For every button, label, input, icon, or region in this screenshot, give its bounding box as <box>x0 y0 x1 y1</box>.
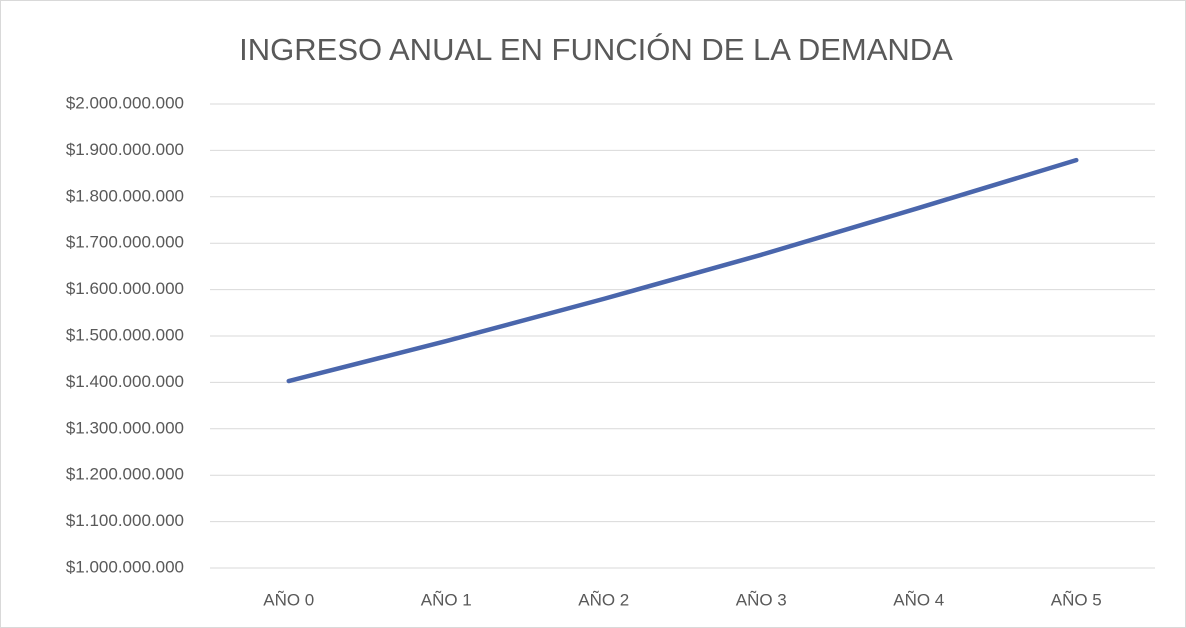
x-tick-label: AÑO 0 <box>263 590 314 609</box>
y-tick-label: $1.900.000.000 <box>66 140 184 159</box>
y-tick-label: $1.000.000.000 <box>66 557 184 576</box>
x-tick-label: AÑO 3 <box>736 590 787 609</box>
y-tick-label: $1.400.000.000 <box>66 372 184 391</box>
y-tick-label: $1.600.000.000 <box>66 279 184 298</box>
chart-title: INGRESO ANUAL EN FUNCIÓN DE LA DEMANDA <box>239 32 953 67</box>
y-tick-label: $2.000.000.000 <box>66 93 184 112</box>
y-tick-label: $1.100.000.000 <box>66 511 184 530</box>
x-tick-label: AÑO 1 <box>421 590 472 609</box>
y-tick-label: $1.300.000.000 <box>66 418 184 437</box>
line-series <box>286 157 1079 384</box>
y-tick-label: $1.700.000.000 <box>66 233 184 252</box>
y-tick-label: $1.200.000.000 <box>66 465 184 484</box>
x-tick-label: AÑO 2 <box>578 590 629 609</box>
x-tick-label: AÑO 5 <box>1051 590 1102 609</box>
x-tick-label: AÑO 4 <box>893 590 944 609</box>
y-tick-label: $1.800.000.000 <box>66 186 184 205</box>
y-tick-label: $1.500.000.000 <box>66 325 184 344</box>
